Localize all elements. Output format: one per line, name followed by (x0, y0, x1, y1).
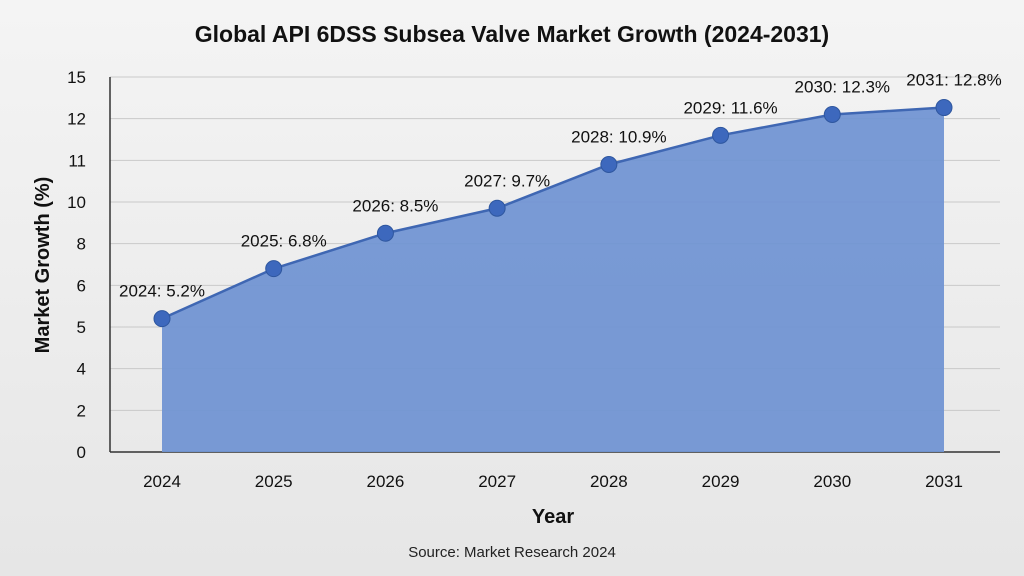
data-point (600, 156, 618, 173)
data-label: 2026: 8.5% (352, 196, 438, 215)
data-label: 2025: 6.8% (241, 232, 327, 251)
y-tick-label: 15 (67, 68, 86, 87)
y-tick-label: 10 (67, 193, 86, 212)
x-tick-label: 2024 (143, 472, 181, 491)
y-axis-label: Market Growth (%) (32, 177, 54, 354)
y-tick-label: 12 (67, 110, 86, 129)
y-tick-label: 6 (77, 276, 86, 295)
series-line (161, 106, 945, 320)
data-point (376, 224, 394, 242)
y-tick-label: 11 (68, 151, 86, 170)
data-label: 2031: 12.8% (906, 71, 1001, 90)
x-tick-label: 2031 (925, 472, 963, 491)
data-label: 2029: 11.6% (683, 98, 777, 117)
data-label: 2024: 5.2% (119, 282, 205, 301)
data-label: 2028: 10.9% (571, 128, 666, 147)
data-point (935, 99, 953, 117)
data-point (153, 310, 171, 328)
y-tick-label: 0 (77, 443, 86, 462)
y-tick-label: 5 (77, 318, 86, 337)
data-point (265, 260, 283, 278)
x-tick-label: 2030 (813, 472, 851, 491)
x-tick-label: 2025 (255, 472, 293, 491)
data-point (712, 126, 730, 144)
x-tick-label: 2028 (590, 472, 628, 491)
data-point (488, 199, 506, 217)
chart-title: Global API 6DSS Subsea Valve Market Grow… (195, 21, 829, 47)
y-tick-label: 8 (77, 235, 86, 254)
x-tick-label: 2026 (367, 472, 405, 491)
area-fill (162, 107, 944, 453)
data-point (823, 106, 841, 123)
data-label: 2030: 12.3% (795, 78, 890, 97)
y-tick-label: 2 (77, 401, 86, 420)
x-tick-label: 2027 (478, 472, 516, 491)
y-tick-label: 4 (77, 360, 86, 379)
source-note: Source: Market Research 2024 (408, 544, 616, 561)
x-axis-label: Year (532, 506, 574, 528)
data-label: 2027: 9.7% (464, 171, 550, 190)
x-tick-label: 2029 (702, 472, 740, 491)
